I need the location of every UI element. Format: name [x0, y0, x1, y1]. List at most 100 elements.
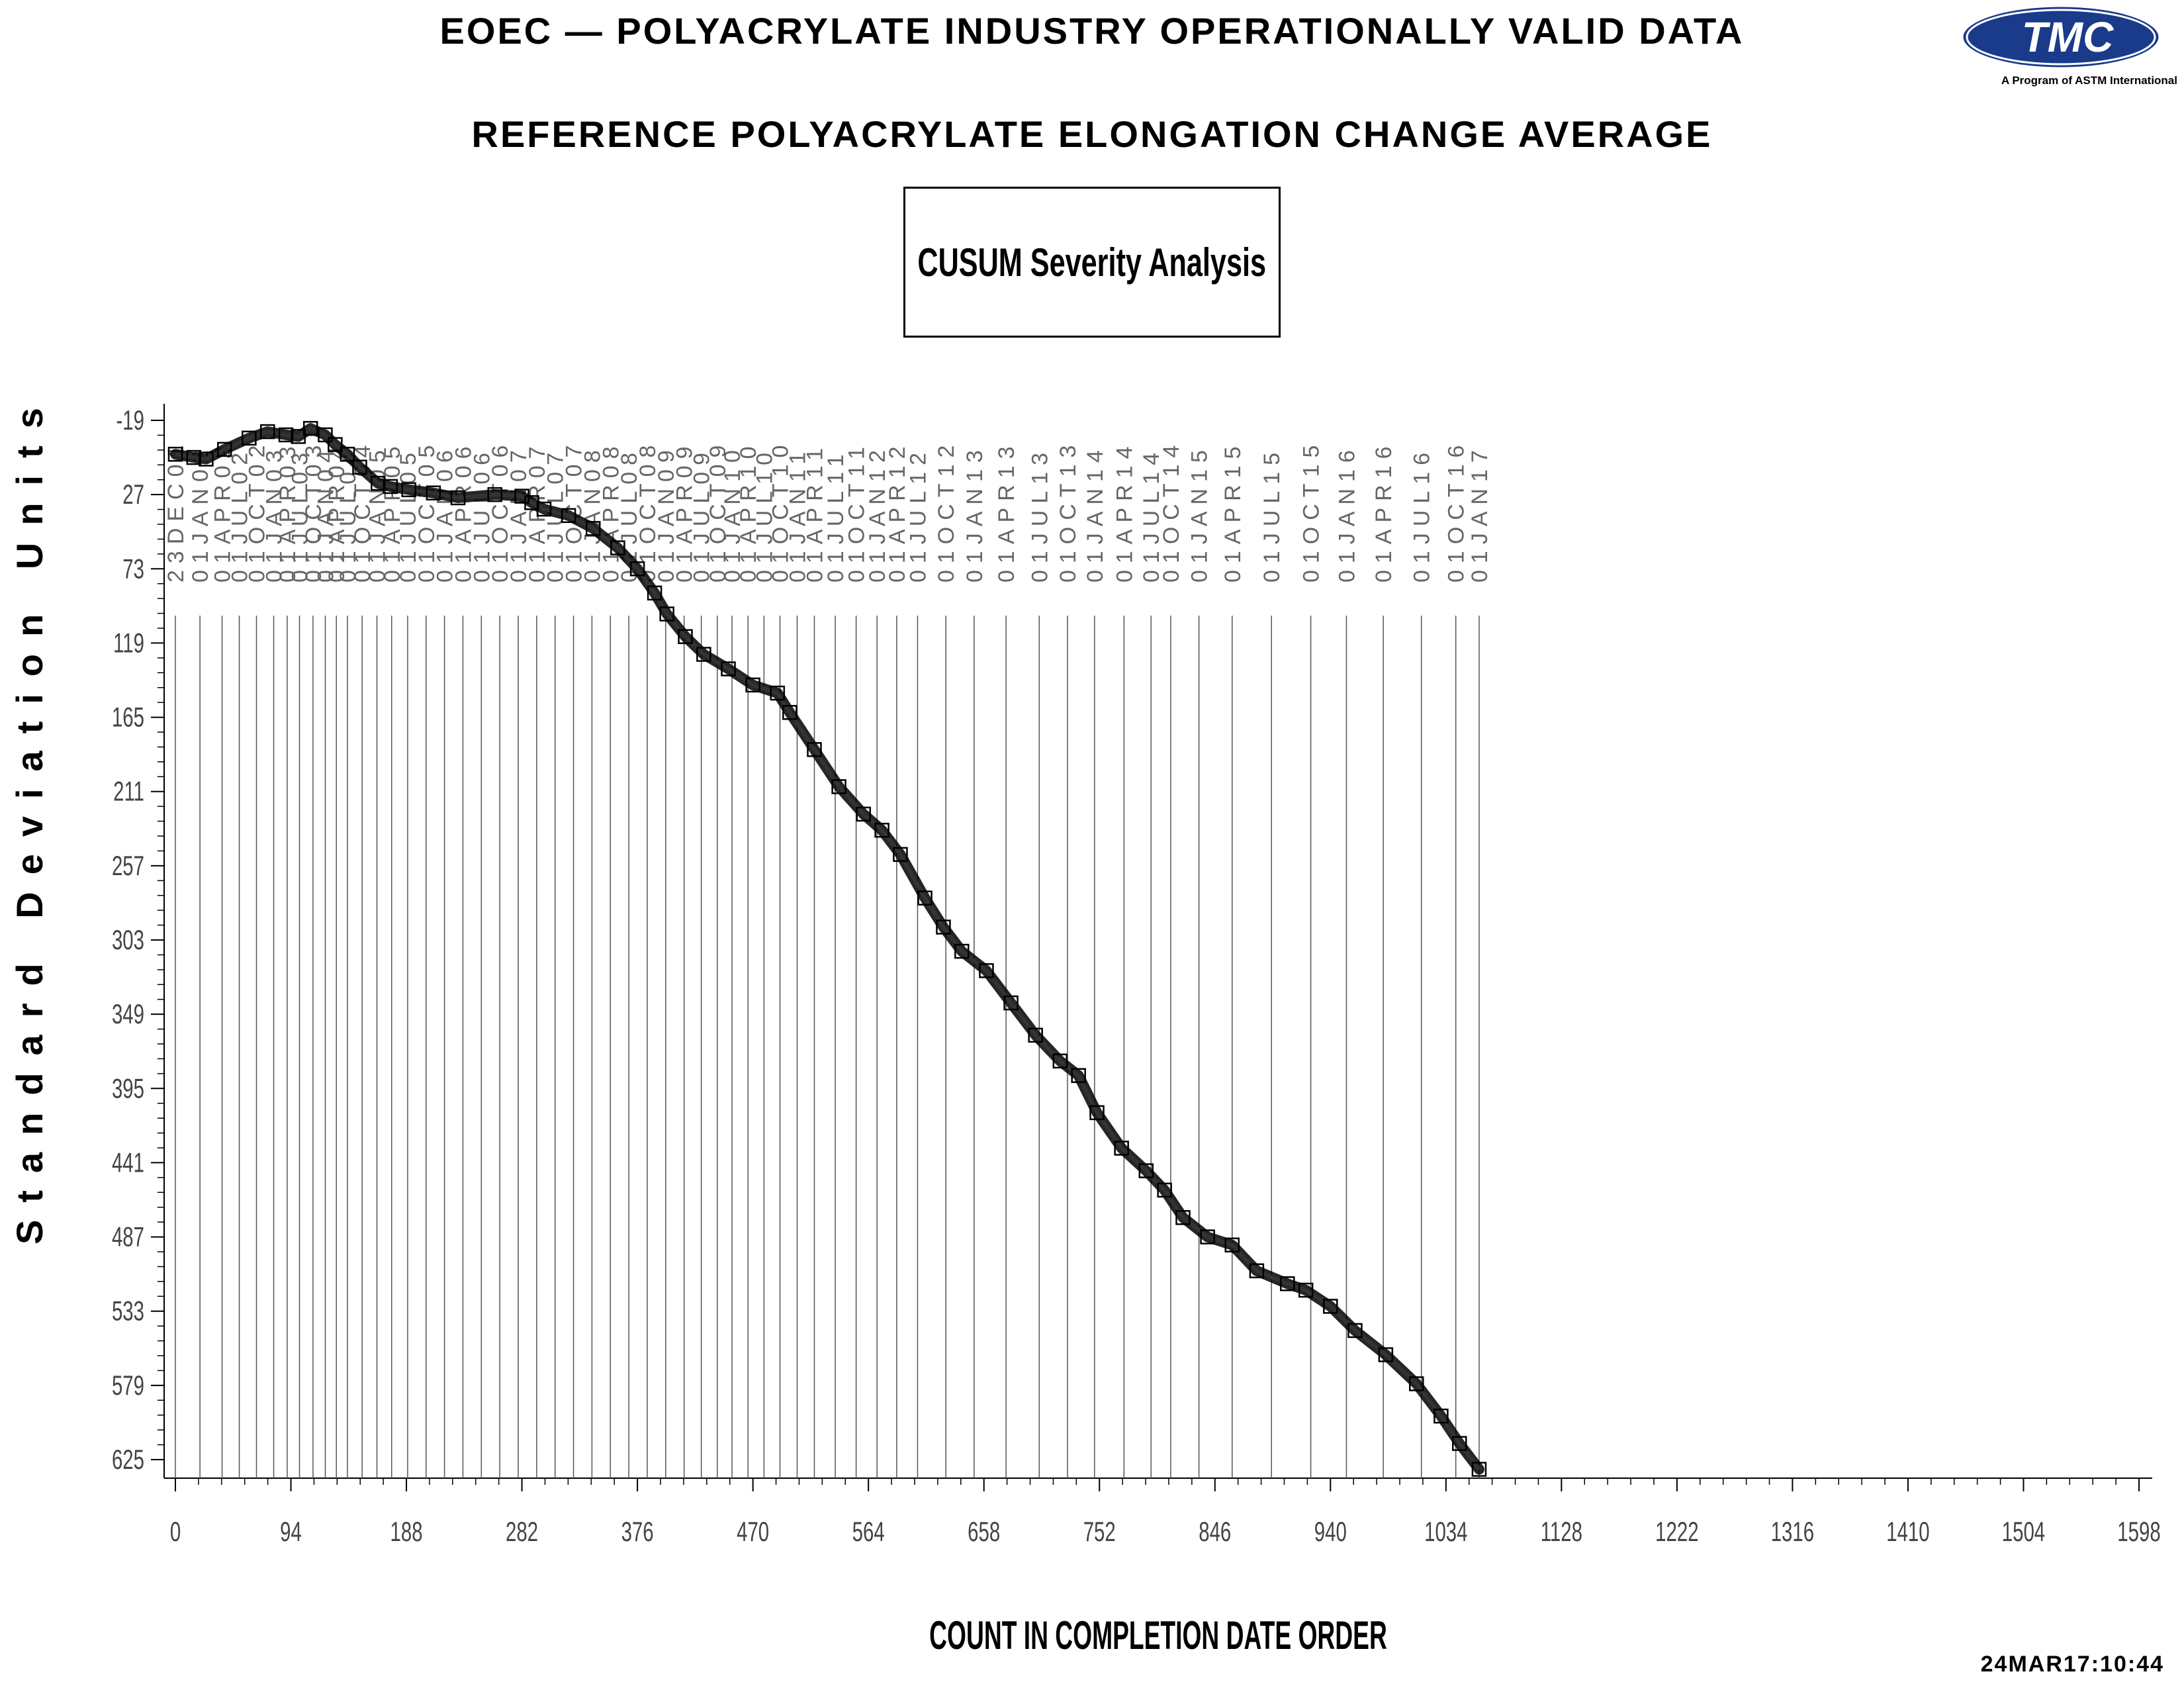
data-point-marker	[383, 479, 398, 494]
x-tick-label: 470	[737, 1516, 769, 1548]
x-tick-label: 658	[968, 1516, 1000, 1548]
data-point-marker	[1280, 1276, 1295, 1291]
data-point-marker	[371, 475, 386, 491]
date-marker-label: 01JAN12	[865, 444, 890, 583]
tmc-logo: TMC	[1960, 3, 2162, 71]
date-marker-label: 01JUL12	[905, 446, 931, 583]
date-marker-label: 01JAN15	[1187, 444, 1212, 583]
data-point-marker	[745, 677, 760, 693]
date-marker-label: 01APR14	[1112, 440, 1137, 583]
data-point-marker	[302, 420, 318, 436]
date-marker-label: 01OCT12	[934, 439, 959, 583]
x-tick-label: 0	[170, 1516, 181, 1548]
data-point-marker	[893, 847, 908, 863]
date-marker-label: 01OCT02	[245, 439, 270, 583]
date-marker-label: 01JUL14	[1139, 446, 1164, 583]
date-marker-label: 01OCT11	[844, 440, 870, 583]
data-point-marker	[1471, 1462, 1487, 1477]
date-marker-label: 01JUL11	[823, 447, 848, 583]
date-marker-label: 01APR11	[802, 442, 827, 583]
cusum-line-core	[175, 426, 1481, 1471]
date-marker-label: 01OCT16	[1444, 439, 1469, 583]
y-tick-label: 211	[113, 775, 144, 807]
date-marker-label: 01JAN04	[314, 444, 339, 583]
data-point-marker	[1200, 1229, 1215, 1244]
x-tick-label: 1598	[2117, 1516, 2160, 1548]
y-tick-label: 119	[113, 627, 144, 659]
data-point-marker	[536, 501, 552, 517]
date-marker-label: 01OCT03	[301, 439, 326, 583]
date-marker-label: 01OCT08	[635, 439, 660, 583]
data-point-marker	[954, 943, 970, 959]
date-marker-label: 01JAN10	[720, 444, 745, 583]
data-point-marker	[770, 685, 786, 701]
y-tick-label: 303	[112, 924, 144, 956]
x-tick-label: 1034	[1424, 1516, 1467, 1548]
y-tick-label: 349	[112, 998, 144, 1030]
date-marker-label: 01JAN17	[1467, 444, 1492, 583]
data-point-marker	[647, 585, 662, 601]
data-point-marker	[340, 446, 355, 462]
logo-tagline: A Program of ASTM International	[2001, 74, 2177, 87]
x-tick-label: 94	[280, 1516, 302, 1548]
data-point-marker	[1433, 1408, 1449, 1424]
x-tick-label: 1410	[1886, 1516, 1929, 1548]
date-marker-label: 01JAN05	[365, 444, 390, 583]
y-tick-label: 165	[112, 701, 144, 733]
date-marker-label: 01JAN06	[433, 444, 458, 583]
date-marker-label: 01APR03	[275, 440, 300, 583]
data-point-marker	[1157, 1182, 1172, 1198]
analysis-label-box: CUSUM Severity Analysis	[903, 187, 1281, 338]
x-tick-label: 1128	[1541, 1516, 1582, 1548]
data-point-marker	[659, 606, 674, 622]
date-marker-label: 01JUL15	[1259, 446, 1285, 583]
data-point-marker	[426, 485, 441, 500]
date-marker-label: 01APR13	[994, 440, 1019, 583]
date-marker-label: 01JAN14	[1083, 444, 1108, 583]
date-marker-label: 01JAN07	[506, 444, 531, 583]
data-point-marker	[260, 424, 275, 440]
date-marker-label: 01OCT14	[1159, 439, 1184, 583]
y-tick-label: 487	[112, 1221, 144, 1252]
x-tick-label: 376	[621, 1516, 654, 1548]
x-axis-label: COUNT IN COMPLETION DATE ORDER	[929, 1613, 1387, 1658]
date-marker-label: 01JUL13	[1027, 446, 1052, 583]
chart-subtitle: REFERENCE POLYACRYLATE ELONGATION CHANGE…	[471, 113, 1713, 155]
data-point-marker	[1347, 1323, 1363, 1338]
date-marker-label: 01APR15	[1220, 440, 1246, 583]
data-point-marker	[328, 437, 343, 452]
date-marker-label: 01APR02	[210, 440, 236, 583]
cusum-line	[170, 423, 1484, 1475]
date-marker-label: 01JUL06	[469, 446, 494, 583]
data-point-marker	[874, 822, 889, 838]
date-marker-label: 01APR10	[736, 440, 761, 583]
y-tick-label: 625	[112, 1444, 144, 1476]
logo-text: TMC	[2022, 13, 2114, 61]
date-marker-label: 01OCT15	[1299, 439, 1324, 583]
data-point-marker	[678, 629, 693, 644]
data-point-marker	[1224, 1237, 1240, 1253]
data-point-marker	[936, 919, 951, 935]
y-tick-label: 579	[112, 1370, 144, 1401]
data-point-marker	[696, 647, 711, 662]
data-point-marker	[1323, 1299, 1338, 1314]
x-tick-label: 282	[506, 1516, 538, 1548]
date-marker-label: 01JAN09	[654, 444, 679, 583]
date-marker-label: 01APR04	[324, 440, 349, 583]
date-marker-label: 01JUL09	[690, 446, 715, 583]
data-point-marker	[1028, 1027, 1043, 1043]
data-point-marker	[487, 487, 502, 502]
data-point-marker	[242, 430, 257, 446]
y-tick-label: 441	[112, 1147, 144, 1178]
data-point-marker	[1451, 1436, 1467, 1451]
y-tick-label: -19	[116, 404, 144, 436]
data-point-marker	[278, 427, 294, 443]
x-tick-label: 1504	[2002, 1516, 2045, 1548]
data-point-marker	[1409, 1376, 1424, 1391]
date-marker-label: 01JUL10	[752, 446, 777, 583]
data-point-marker	[352, 459, 367, 475]
date-marker-label: 23DEC01	[163, 439, 189, 583]
data-point-marker	[1052, 1053, 1068, 1069]
date-marker-label: 01APR06	[451, 440, 476, 583]
data-point-marker	[199, 451, 214, 467]
